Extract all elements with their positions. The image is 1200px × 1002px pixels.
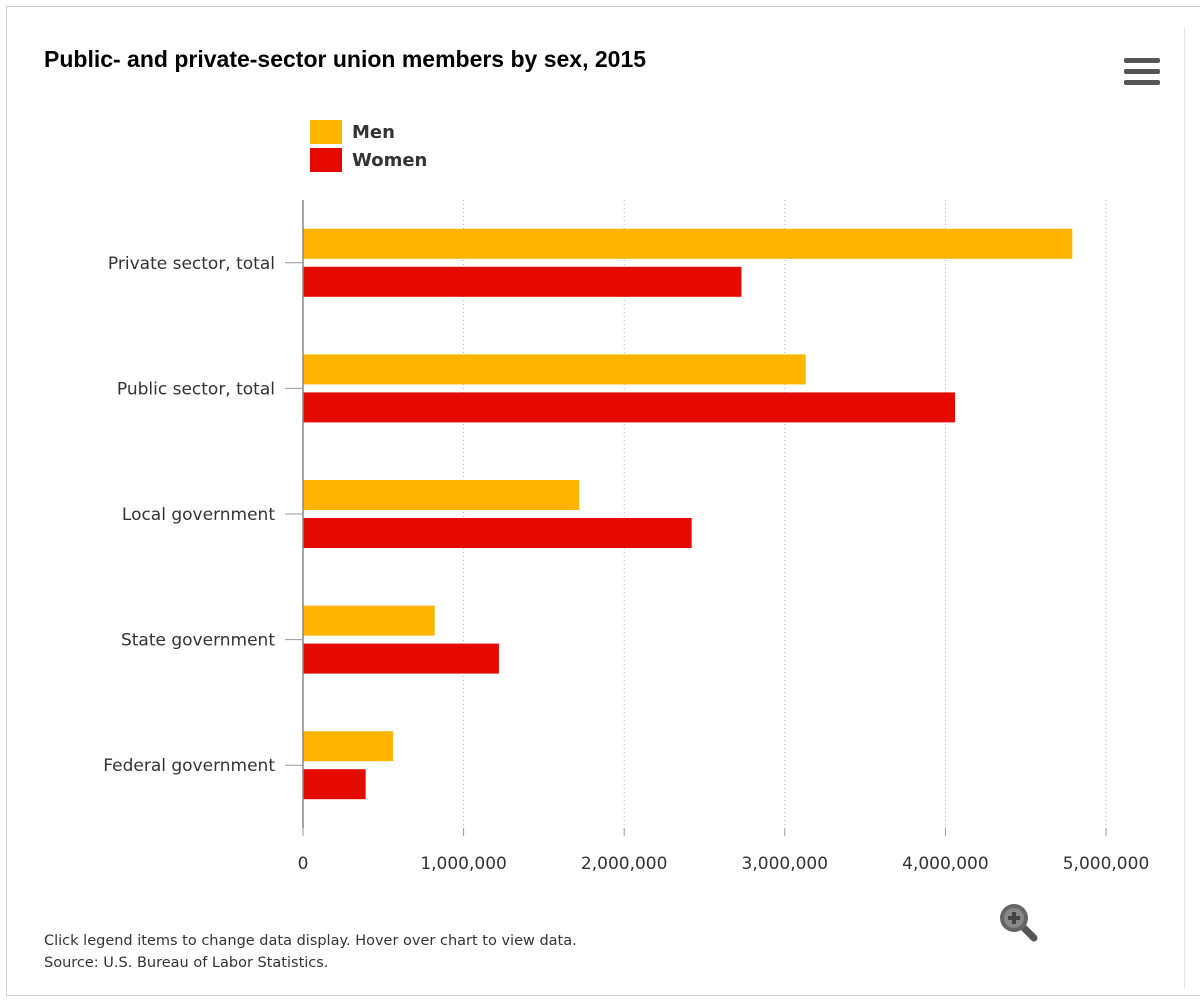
chart-container [6, 6, 1200, 996]
bar-men-1[interactable] [303, 354, 806, 385]
footer-source: Source: U.S. Bureau of Labor Statistics. [44, 955, 329, 971]
bar-women-2[interactable] [303, 518, 692, 548]
y-tick-label: Federal government [103, 756, 275, 776]
x-tick-label: 2,000,000 [581, 854, 668, 874]
chart-footer: Click legend items to change data displa… [44, 930, 577, 974]
bar-women-0[interactable] [303, 266, 742, 297]
y-tick-label: State government [121, 631, 275, 651]
footer-instructions: Click legend items to change data displa… [44, 933, 577, 949]
hamburger-menu-icon[interactable] [1124, 58, 1160, 86]
bar-women-3[interactable] [303, 643, 499, 674]
chart-title: Public- and private-sector union members… [44, 46, 647, 72]
x-tick-label: 0 [298, 854, 309, 874]
bar-men-2[interactable] [303, 480, 580, 510]
divider [1184, 28, 1185, 988]
bar-men-4[interactable] [303, 731, 393, 762]
legend: Men Women [310, 118, 427, 174]
y-tick-label: Public sector, total [117, 379, 275, 399]
bar-women-1[interactable] [303, 392, 956, 423]
x-tick-label: 4,000,000 [902, 854, 989, 874]
y-tick-label: Private sector, total [108, 254, 275, 274]
legend-label-men: Men [352, 121, 395, 143]
bar-men-3[interactable] [303, 605, 435, 636]
legend-swatch-women [310, 148, 342, 172]
legend-swatch-men [310, 120, 342, 144]
x-tick-label: 1,000,000 [420, 854, 507, 874]
legend-item-women[interactable]: Women [310, 146, 427, 174]
y-tick-label: Local government [122, 505, 275, 525]
zoom-in-icon[interactable] [998, 902, 1040, 944]
bar-men-0[interactable] [303, 228, 1073, 259]
x-tick-label: 5,000,000 [1063, 854, 1150, 874]
legend-item-men[interactable]: Men [310, 118, 427, 146]
bar-women-4[interactable] [303, 769, 366, 800]
x-tick-label: 3,000,000 [742, 854, 829, 874]
legend-label-women: Women [352, 149, 428, 171]
